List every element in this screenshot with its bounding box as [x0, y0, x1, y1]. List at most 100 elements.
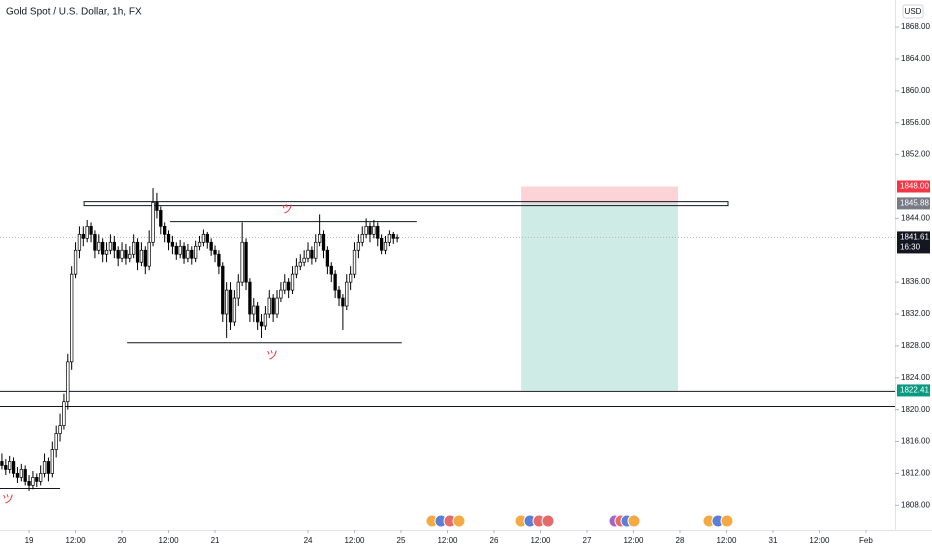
- candle-body: [139, 249, 144, 263]
- candle-body: [108, 241, 113, 251]
- candle-body: [190, 249, 194, 259]
- candle-body: [325, 249, 330, 267]
- candle-body: [317, 233, 322, 243]
- annotation: ツ: [2, 492, 14, 506]
- y-tick-label: 1868.00: [901, 22, 930, 31]
- candle-body: [85, 225, 89, 239]
- candle-body: [58, 425, 62, 434]
- candle-body: [23, 469, 27, 482]
- annotation: ツ: [281, 202, 293, 216]
- candle-body: [248, 281, 252, 315]
- candle-body: [35, 477, 39, 482]
- candle-body: [77, 233, 82, 251]
- candle-body: [364, 225, 368, 235]
- candle-body: [275, 297, 279, 315]
- currency-box[interactable]: [902, 4, 924, 19]
- chart-title: Gold Spot / U.S. Dollar, 1h, FX: [6, 7, 142, 18]
- candle-body: [298, 261, 302, 267]
- candle-body: [143, 249, 147, 267]
- y-tick-label: 1820.00: [901, 405, 930, 414]
- candle-body: [124, 249, 128, 259]
- candle-body: [147, 241, 151, 267]
- candle-body: [368, 225, 372, 235]
- candle-body: [310, 249, 314, 259]
- y-tick-label: 1844.00: [901, 213, 930, 222]
- x-tick-label: 19: [25, 536, 34, 545]
- candle-body: [46, 461, 51, 474]
- entry-label: 1845.88: [900, 199, 929, 208]
- candle-body: [101, 241, 105, 255]
- x-tick-label: 26: [490, 536, 499, 545]
- candle-body: [286, 281, 291, 291]
- candle-body: [194, 245, 198, 259]
- y-tick-label: 1852.00: [901, 150, 930, 159]
- countdown: 16:30: [900, 243, 921, 252]
- candle-body: [89, 225, 93, 235]
- candle-body: [360, 233, 364, 243]
- candle-body: [228, 289, 233, 323]
- candle-body: [93, 233, 97, 251]
- candle-body: [11, 461, 16, 474]
- candle-body: [104, 249, 109, 255]
- candle-body: [31, 477, 35, 486]
- candle-body: [135, 241, 140, 263]
- x-tick-label: 12:00: [530, 536, 551, 545]
- target-zone: [521, 203, 679, 391]
- x-tick-label: 12:00: [344, 536, 365, 545]
- y-tick-label: 1816.00: [901, 437, 930, 446]
- x-tick-label: 12:00: [716, 536, 737, 545]
- candle-body: [221, 265, 225, 315]
- y-tick-label: 1864.00: [901, 54, 930, 63]
- candle-body: [186, 249, 190, 259]
- candle-body: [159, 210, 163, 227]
- candle-body: [372, 225, 376, 235]
- candle-body: [205, 233, 209, 243]
- candle-body: [240, 241, 244, 283]
- candle-body: [345, 281, 349, 307]
- candle-body: [244, 241, 248, 283]
- candle-body: [170, 241, 175, 247]
- candle-body: [348, 273, 353, 283]
- candle-body: [267, 297, 271, 315]
- y-tick-label: 1808.00: [901, 500, 930, 509]
- candle-body: [197, 241, 202, 247]
- candle-body: [151, 202, 155, 243]
- candle-body: [329, 265, 333, 275]
- candle-body: [128, 253, 132, 259]
- target-label-box: [897, 384, 930, 397]
- x-tick-label: 12:00: [437, 536, 458, 545]
- candle-body: [0, 461, 4, 466]
- last-price-box: [897, 231, 930, 254]
- candle-body: [182, 245, 186, 259]
- x-tick-label: 27: [583, 536, 592, 545]
- candle-body: [4, 465, 8, 470]
- x-tick-label: 21: [211, 536, 220, 545]
- x-tick-label: 12:00: [66, 536, 87, 545]
- x-tick-label: 28: [676, 536, 685, 545]
- candle-body: [333, 273, 337, 291]
- y-tick-label: 1836.00: [901, 277, 930, 286]
- candle-body: [383, 241, 388, 251]
- event-icons[interactable]: [425, 514, 734, 528]
- candle-body: [256, 305, 260, 323]
- x-tick-label: 12:00: [623, 536, 644, 545]
- candle-body: [174, 245, 178, 255]
- y-tick-label: 1832.00: [901, 309, 930, 318]
- candle-body: [50, 449, 54, 474]
- x-tick-label: 31: [769, 536, 778, 545]
- candle-body: [213, 249, 217, 255]
- candle-body: [8, 461, 12, 470]
- candle-body: [314, 241, 318, 259]
- candle-body: [73, 249, 78, 275]
- candle-body: [252, 305, 256, 315]
- candle-body: [302, 257, 306, 263]
- candle-body: [66, 361, 70, 403]
- candle-body: [97, 241, 101, 251]
- candle-body: [306, 249, 310, 259]
- x-tick-label: 20: [118, 536, 127, 545]
- target-label: 1822.41: [900, 386, 929, 395]
- candle-body: [232, 297, 237, 323]
- candle-body: [225, 289, 229, 315]
- candle-body: [178, 245, 182, 255]
- candle-body: [236, 281, 240, 299]
